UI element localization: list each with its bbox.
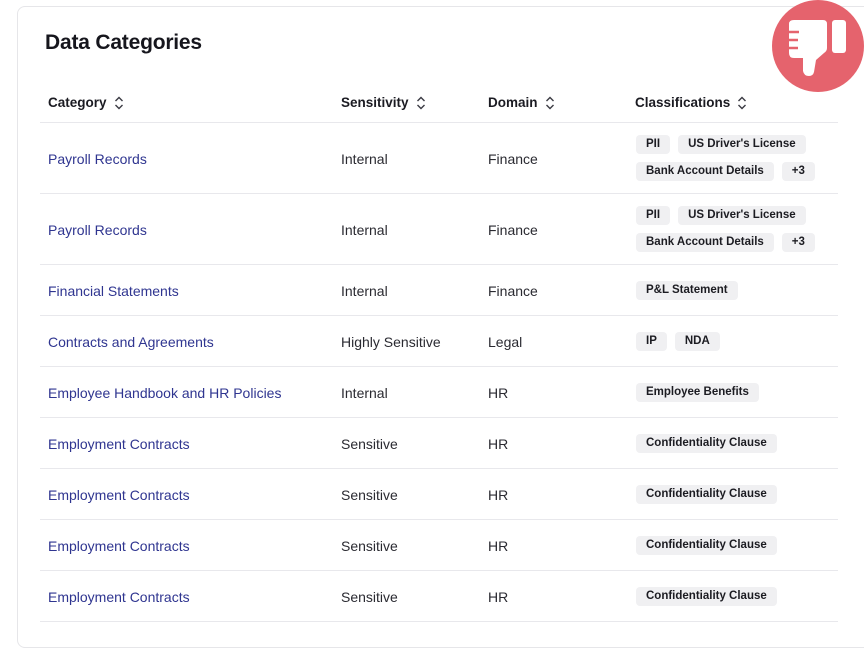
classification-tag: US Driver's License (678, 135, 806, 154)
sort-updown-icon[interactable] (114, 96, 124, 110)
domain-value: HR (488, 385, 509, 401)
classification-tags: Employee Benefits (636, 383, 846, 402)
classification-tags: IP NDA (636, 332, 846, 351)
table-row[interactable]: Employment Contracts Sensitive HR Confid… (40, 469, 838, 520)
category-link[interactable]: Employee Handbook and HR Policies (48, 385, 282, 401)
sensitivity-value: Internal (341, 151, 388, 167)
column-header-classifications[interactable]: Classifications (635, 95, 747, 110)
thumbs-down-button[interactable] (772, 0, 864, 92)
classification-tag: Confidentiality Clause (636, 434, 777, 453)
table-row[interactable]: Employee Handbook and HR Policies Intern… (40, 367, 838, 418)
classification-tag: PII (636, 206, 671, 225)
sensitivity-value: Sensitive (341, 589, 398, 605)
more-tags-badge[interactable]: +3 (781, 162, 815, 181)
classification-tags: Confidentiality Clause (636, 485, 846, 504)
classification-tag: NDA (674, 332, 720, 351)
table-row[interactable]: Employment Contracts Sensitive HR Confid… (40, 418, 838, 469)
domain-value: Finance (488, 222, 538, 238)
classification-tag: Employee Benefits (636, 383, 759, 402)
sort-updown-icon[interactable] (545, 96, 555, 110)
column-header-domain[interactable]: Domain (488, 95, 555, 110)
classification-tags: Confidentiality Clause (636, 536, 846, 555)
domain-value: HR (488, 589, 509, 605)
classification-tag: P&L Statement (636, 281, 738, 300)
classification-tags: P&L Statement (636, 281, 846, 300)
category-link[interactable]: Contracts and Agreements (48, 334, 214, 350)
sensitivity-value: Internal (341, 222, 388, 238)
classification-tag: Confidentiality Clause (636, 536, 777, 555)
classification-tag: Confidentiality Clause (636, 485, 777, 504)
domain-value: HR (488, 538, 509, 554)
category-link[interactable]: Payroll Records (48, 222, 147, 238)
classification-tag: US Driver's License (678, 206, 806, 225)
more-tags-badge[interactable]: +3 (781, 233, 815, 252)
sensitivity-value: Highly Sensitive (341, 334, 441, 350)
category-link[interactable]: Employment Contracts (48, 487, 190, 503)
sort-updown-icon[interactable] (737, 96, 747, 110)
table-row[interactable]: Payroll Records Internal Finance PII US … (40, 123, 838, 194)
classification-tags: PII US Driver's License Bank Account Det… (636, 206, 846, 252)
domain-value: Finance (488, 151, 538, 167)
category-link[interactable]: Employment Contracts (48, 538, 190, 554)
table-row[interactable]: Contracts and Agreements Highly Sensitiv… (40, 316, 838, 367)
table-row[interactable]: Payroll Records Internal Finance PII US … (40, 194, 838, 265)
sensitivity-value: Sensitive (341, 487, 398, 503)
classification-tags: PII US Driver's License Bank Account Det… (636, 135, 846, 181)
category-link[interactable]: Financial Statements (48, 283, 179, 299)
column-header-category[interactable]: Category (48, 95, 124, 110)
classification-tag: Bank Account Details (636, 162, 774, 181)
sensitivity-value: Sensitive (341, 436, 398, 452)
category-link[interactable]: Payroll Records (48, 151, 147, 167)
classification-tag: Bank Account Details (636, 233, 774, 252)
column-header-sensitivity[interactable]: Sensitivity (341, 95, 426, 110)
page-title: Data Categories (45, 31, 202, 54)
classification-tag: Confidentiality Clause (636, 587, 777, 606)
table-row[interactable]: Employment Contracts Sensitive HR Confid… (40, 520, 838, 571)
table-header: Category Sensitivity Domain Classificati… (40, 86, 838, 123)
table-row[interactable]: Financial Statements Internal Finance P&… (40, 265, 838, 316)
sensitivity-value: Internal (341, 385, 388, 401)
domain-value: Legal (488, 334, 523, 350)
classification-tag: PII (636, 135, 671, 154)
category-link[interactable]: Employment Contracts (48, 589, 190, 605)
category-link[interactable]: Employment Contracts (48, 436, 190, 452)
sensitivity-value: Sensitive (341, 538, 398, 554)
domain-value: Finance (488, 283, 538, 299)
sensitivity-value: Internal (341, 283, 388, 299)
thumbs-down-icon (789, 20, 846, 76)
classification-tag: IP (636, 332, 667, 351)
domain-value: HR (488, 436, 509, 452)
classification-tags: Confidentiality Clause (636, 587, 846, 606)
data-categories-table: Category Sensitivity Domain Classificati… (40, 86, 838, 622)
sort-updown-icon[interactable] (416, 96, 426, 110)
table-row[interactable]: Employment Contracts Sensitive HR Confid… (40, 571, 838, 622)
domain-value: HR (488, 487, 509, 503)
classification-tags: Confidentiality Clause (636, 434, 846, 453)
